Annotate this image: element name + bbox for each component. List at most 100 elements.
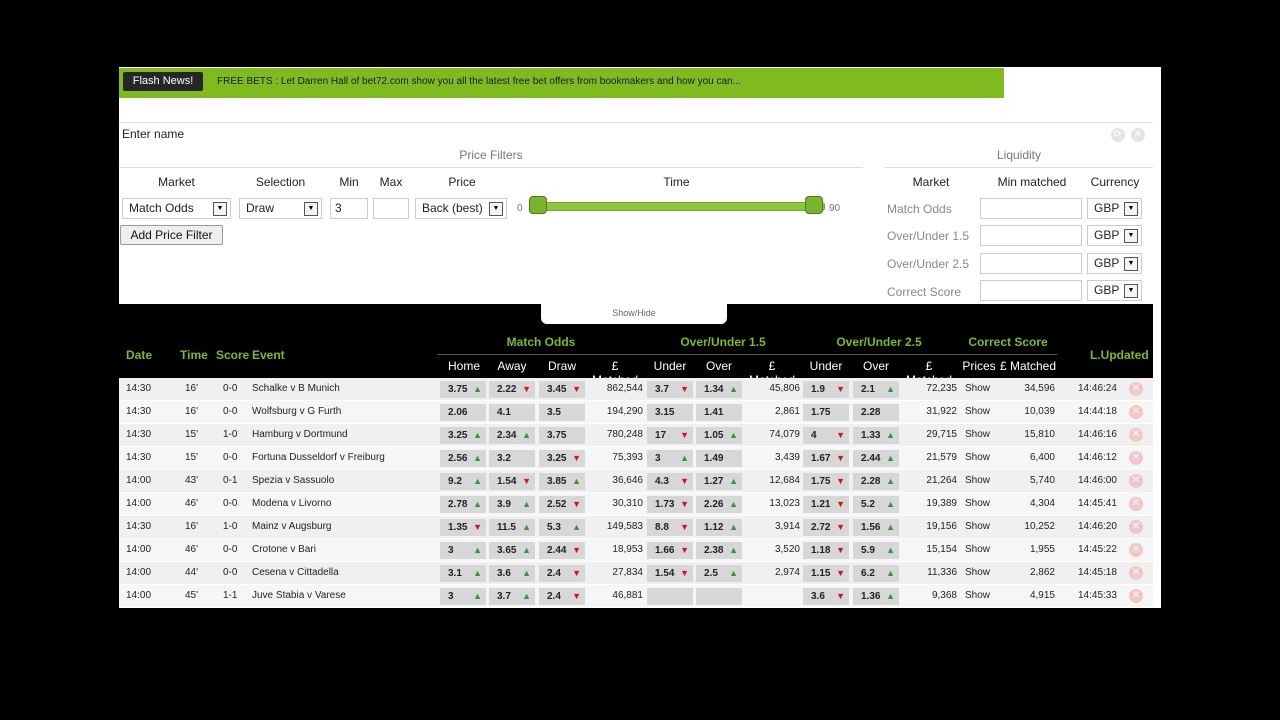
liq-currency-select[interactable]: GBP ▼ xyxy=(1087,225,1142,246)
price-cell[interactable]: 3.85 ▲ xyxy=(539,473,585,490)
add-price-filter-button[interactable]: Add Price Filter xyxy=(120,225,223,245)
price-cell[interactable]: 1.35 ▼ xyxy=(440,519,486,536)
price-cell[interactable]: 2.1 ▲ xyxy=(853,381,899,398)
cell-event[interactable]: Fortuna Dusseldorf v Freiburg xyxy=(252,452,385,463)
price-cell[interactable]: 9.2 ▲ xyxy=(440,473,486,490)
time-slider-min-handle[interactable] xyxy=(529,196,547,214)
price-cell[interactable]: 3.5 xyxy=(539,404,585,421)
price-cell[interactable]: 3.75 xyxy=(539,427,585,444)
remove-row-icon[interactable]: ✕ xyxy=(1129,451,1143,465)
prices-show-link[interactable]: Show xyxy=(965,498,991,509)
price-cell[interactable]: 3.7 ▲ xyxy=(489,588,535,605)
price-cell[interactable]: 1.41 xyxy=(696,404,742,421)
chevron-down-icon[interactable]: ▼ xyxy=(1124,202,1138,216)
price-cell[interactable]: 3.6 ▼ xyxy=(803,588,849,605)
cell-event[interactable]: Hamburg v Dortmund xyxy=(252,429,348,440)
price-cell[interactable]: 1.54 ▼ xyxy=(489,473,535,490)
price-cell[interactable]: 2.06 xyxy=(440,404,486,421)
show-hide-toggle[interactable]: Show/Hide xyxy=(541,304,727,324)
price-cell[interactable]: 1.9 ▼ xyxy=(803,381,849,398)
chevron-down-icon[interactable]: ▼ xyxy=(1124,284,1138,298)
remove-row-icon[interactable]: ✕ xyxy=(1129,428,1143,442)
price-cell[interactable]: 1.75 xyxy=(803,404,849,421)
max-price-input[interactable] xyxy=(373,198,409,219)
price-cell[interactable]: 2.52 ▼ xyxy=(539,496,585,513)
chevron-down-icon[interactable]: ▼ xyxy=(1124,229,1138,243)
table-row[interactable]: 14:00 46' 0-0 Crotone v Bari 3 ▲ 3.65 ▲ 2.44 ▼ 1.6… xyxy=(119,539,1153,562)
filter-name-input[interactable]: Enter name xyxy=(122,127,185,141)
table-row[interactable]: 14:00 44' 0-0 Cesena v Cittadella 3.1 ▲ 3.6 ▲ 2.… xyxy=(119,562,1153,585)
price-cell[interactable]: 3.25 ▲ xyxy=(440,427,486,444)
liq-currency-select[interactable]: GBP ▼ xyxy=(1087,198,1142,219)
price-cell[interactable]: 3.6 ▲ xyxy=(489,565,535,582)
time-slider-max-handle[interactable] xyxy=(805,196,823,214)
price-cell[interactable]: 2.56 ▲ xyxy=(440,450,486,467)
col-event-header[interactable]: Event xyxy=(252,348,285,362)
price-cell[interactable]: 11.5 ▲ xyxy=(489,519,535,536)
liq-currency-select[interactable]: GBP ▼ xyxy=(1087,280,1142,301)
chevron-down-icon[interactable]: ▼ xyxy=(489,202,503,216)
price-cell[interactable]: 3.7 ▼ xyxy=(647,381,693,398)
liq-min-matched-input[interactable] xyxy=(980,198,1082,219)
refresh-icon[interactable]: ⟳ xyxy=(1111,128,1125,142)
price-cell[interactable]: 6.2 ▲ xyxy=(853,565,899,582)
prices-show-link[interactable]: Show xyxy=(965,406,991,417)
remove-row-icon[interactable]: ✕ xyxy=(1129,474,1143,488)
price-cell[interactable]: 1.49 xyxy=(696,450,742,467)
price-cell[interactable]: 1.27 ▲ xyxy=(696,473,742,490)
price-cell[interactable]: 1.66 ▼ xyxy=(647,542,693,559)
price-cell[interactable]: 1.75 ▼ xyxy=(803,473,849,490)
remove-row-icon[interactable]: ✕ xyxy=(1129,405,1143,419)
cell-event[interactable]: Crotone v Bari xyxy=(252,544,316,555)
price-cell[interactable]: 5.2 ▲ xyxy=(853,496,899,513)
price-cell[interactable]: 4.1 xyxy=(489,404,535,421)
price-cell[interactable]: 2.4 ▼ xyxy=(539,588,585,605)
price-cell[interactable] xyxy=(696,588,742,605)
price-cell[interactable]: 1.54 ▼ xyxy=(647,565,693,582)
price-cell[interactable]: 2.5 ▲ xyxy=(696,565,742,582)
price-cell[interactable]: 3.1 ▲ xyxy=(440,565,486,582)
price-cell[interactable]: 17 ▼ xyxy=(647,427,693,444)
prices-show-link[interactable]: Show xyxy=(965,452,991,463)
remove-row-icon[interactable]: ✕ xyxy=(1129,497,1143,511)
prices-show-link[interactable]: Show xyxy=(965,521,991,532)
col-time-header[interactable]: Time xyxy=(180,348,208,362)
table-row[interactable]: 14:00 45' 1-1 Juve Stabia v Varese 3 ▲ 3.7 ▲ 2.4… xyxy=(119,585,1153,608)
price-cell[interactable]: 3.25 ▼ xyxy=(539,450,585,467)
price-cell[interactable]: 1.73 ▼ xyxy=(647,496,693,513)
close-icon[interactable]: ✕ xyxy=(1131,128,1145,142)
price-cell[interactable]: 3 ▲ xyxy=(647,450,693,467)
cell-event[interactable]: Juve Stabia v Varese xyxy=(252,590,346,601)
price-cell[interactable]: 4 ▼ xyxy=(803,427,849,444)
price-cell[interactable]: 4.3 ▼ xyxy=(647,473,693,490)
price-cell[interactable]: 3.45 ▼ xyxy=(539,381,585,398)
price-cell[interactable]: 2.28 ▲ xyxy=(853,473,899,490)
remove-row-icon[interactable]: ✕ xyxy=(1129,566,1143,580)
prices-show-link[interactable]: Show xyxy=(965,383,991,394)
time-range-slider[interactable] xyxy=(537,202,825,211)
price-cell[interactable]: 2.4 ▼ xyxy=(539,565,585,582)
remove-row-icon[interactable]: ✕ xyxy=(1129,520,1143,534)
prices-show-link[interactable]: Show xyxy=(965,429,991,440)
price-cell[interactable]: 2.22 ▼ xyxy=(489,381,535,398)
col-date-header[interactable]: Date xyxy=(126,348,153,362)
table-row[interactable]: 14:30 16' 0-0 Wolfsburg v G Furth 2.06 4.1 3.5… xyxy=(119,401,1153,424)
table-row[interactable]: 14:30 16' 0-0 Schalke v B Munich 3.75 ▲ 2.22 ▼ 3… xyxy=(119,378,1153,401)
market-select[interactable]: Match Odds ▼ xyxy=(122,198,231,219)
price-cell[interactable]: 1.67 ▼ xyxy=(803,450,849,467)
price-cell[interactable]: 2.38 ▲ xyxy=(696,542,742,559)
selection-select[interactable]: Draw ▼ xyxy=(239,198,322,219)
chevron-down-icon[interactable]: ▼ xyxy=(213,202,227,216)
price-select[interactable]: Back (best) ▼ xyxy=(415,198,507,219)
price-cell[interactable]: 8.8 ▼ xyxy=(647,519,693,536)
price-cell[interactable]: 2.44 ▼ xyxy=(539,542,585,559)
cell-event[interactable]: Schalke v B Munich xyxy=(252,383,340,394)
chevron-down-icon[interactable]: ▼ xyxy=(304,202,318,216)
price-cell[interactable]: 2.78 ▲ xyxy=(440,496,486,513)
price-cell[interactable]: 5.9 ▲ xyxy=(853,542,899,559)
liq-currency-select[interactable]: GBP ▼ xyxy=(1087,253,1142,274)
price-cell[interactable]: 3.65 ▲ xyxy=(489,542,535,559)
prices-show-link[interactable]: Show xyxy=(965,567,991,578)
liq-min-matched-input[interactable] xyxy=(980,253,1082,274)
price-cell[interactable]: 2.26 ▲ xyxy=(696,496,742,513)
